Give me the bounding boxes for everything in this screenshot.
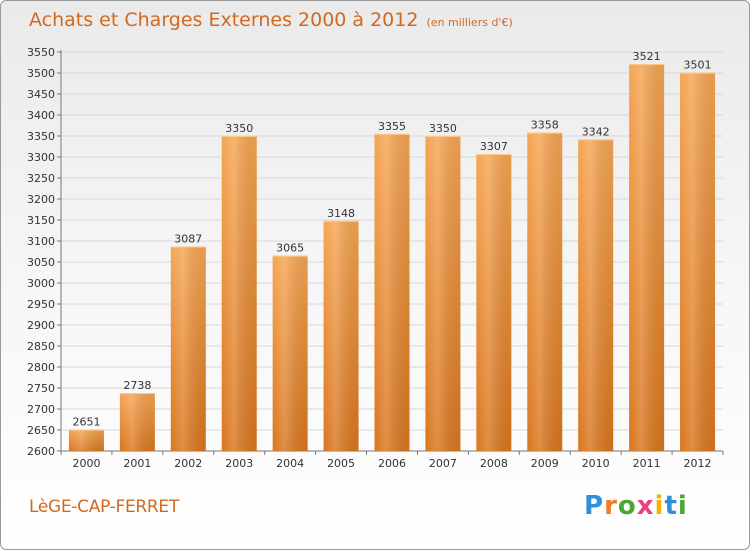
bar-shine-2010: [578, 139, 614, 452]
x-tick-label: 2003: [225, 457, 253, 470]
value-label-2010: 3342: [582, 125, 610, 138]
x-tick-label: 2009: [531, 457, 559, 470]
x-tick-label: 2012: [684, 457, 712, 470]
bar-shine-2003: [221, 136, 257, 451]
y-tick-label: 2650: [27, 424, 55, 437]
bars: [68, 64, 716, 452]
y-tick-label: 3200: [27, 193, 55, 206]
bar-shine-2008: [476, 154, 512, 451]
bar-shine-2000: [68, 429, 104, 451]
bar-shine-2009: [527, 132, 563, 451]
value-label-2004: 3065: [276, 242, 304, 255]
x-tick-label: 2010: [582, 457, 610, 470]
axes: 2600 2650 2700 2750 2800 2850 2900 2950 3000 3050…: [27, 46, 724, 470]
value-labels: 2651 2738 3087 3350 3065 3148 3355 3350 3307 3358…: [72, 50, 711, 428]
proxiti-logo: Proxiti: [584, 491, 688, 521]
y-tick-label: 3050: [27, 256, 55, 269]
value-label-2005: 3148: [327, 207, 355, 220]
value-label-2001: 2738: [123, 379, 151, 392]
y-tick-label: 2950: [27, 298, 55, 311]
y-tick-label: 3400: [27, 109, 55, 122]
y-tick-label: 2900: [27, 319, 55, 332]
y-tick-label: 3550: [27, 46, 55, 59]
value-label-2002: 3087: [174, 232, 202, 245]
x-tick-label: 2002: [174, 457, 202, 470]
x-tick-label: 2007: [429, 457, 457, 470]
y-tick-label: 3500: [27, 67, 55, 80]
bar-shine-2006: [374, 133, 410, 451]
y-tick-label: 2600: [27, 445, 55, 458]
value-label-2008: 3307: [480, 140, 508, 153]
x-tick-label: 2006: [378, 457, 406, 470]
y-tick-label: 3150: [27, 214, 55, 227]
logo-letter: r: [604, 491, 618, 521]
y-tick-label: 2750: [27, 382, 55, 395]
y-tick-label: 2800: [27, 361, 55, 374]
chart-title-text: Achats et Charges Externes 2000 à 2012: [29, 9, 419, 31]
value-label-2006: 3355: [378, 120, 406, 133]
logo-letter: t: [664, 491, 678, 521]
bar-shine-2001: [119, 393, 155, 451]
bar-shine-2011: [629, 64, 665, 452]
y-tick-label: 2850: [27, 340, 55, 353]
bar-shine-2007: [425, 136, 461, 451]
chart-title: Achats et Charges Externes 2000 à 2012 (e…: [29, 9, 513, 31]
bar-shine-2002: [170, 246, 206, 451]
chart-subtitle: (en milliers d'€): [426, 16, 513, 29]
logo-letter: i: [654, 491, 665, 521]
value-label-2011: 3521: [633, 50, 661, 63]
logo-letter: o: [617, 491, 637, 521]
x-tick-label: 2004: [276, 457, 304, 470]
bar-shine-2005: [323, 220, 359, 451]
y-tick-label: 3000: [27, 277, 55, 290]
x-tick-label: 2008: [480, 457, 508, 470]
logo-letter: x: [636, 491, 655, 521]
value-label-2000: 2651: [72, 416, 100, 429]
value-label-2012: 3501: [684, 59, 712, 72]
y-tick-label: 2700: [27, 403, 55, 416]
y-tick-label: 3250: [27, 172, 55, 185]
logo-letter: i: [677, 491, 688, 521]
x-tick-label: 2011: [633, 457, 661, 470]
value-label-2003: 3350: [225, 122, 253, 135]
y-tick-label: 3350: [27, 130, 55, 143]
value-label-2007: 3350: [429, 122, 457, 135]
y-tick-label: 3450: [27, 88, 55, 101]
x-tick-label: 2001: [123, 457, 151, 470]
value-label-2009: 3358: [531, 119, 559, 132]
x-tick-label: 2000: [72, 457, 100, 470]
y-tick-label: 3300: [27, 151, 55, 164]
x-tick-label: 2005: [327, 457, 355, 470]
city-name: LèGE-CAP-FERRET: [29, 497, 179, 517]
bar-shine-2004: [272, 255, 308, 451]
y-tick-label: 3100: [27, 235, 55, 248]
logo-letter: P: [584, 491, 605, 521]
bar-shine-2012: [680, 72, 716, 451]
